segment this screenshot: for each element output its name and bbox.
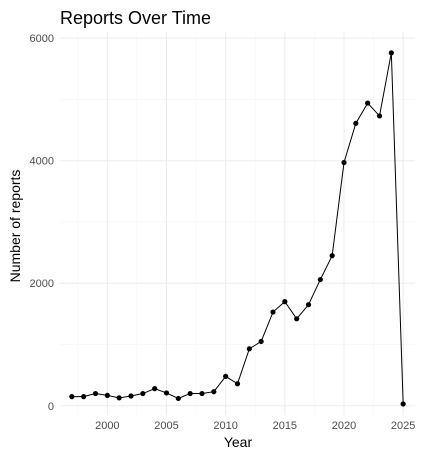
y-tick-label: 4000 xyxy=(30,156,54,168)
x-tick-label: 2015 xyxy=(273,420,297,432)
major-gridlines xyxy=(60,32,415,415)
data-point xyxy=(152,386,158,392)
data-point xyxy=(69,394,75,400)
y-tick-label: 2000 xyxy=(30,278,54,290)
data-point xyxy=(199,390,205,397)
tick-labels: 2000 2005 2010 2015 2020 2025 0 2000 4000 6000 xyxy=(30,33,416,432)
series-line xyxy=(71,52,404,404)
y-tick-label: 6000 xyxy=(30,33,54,45)
x-axis-title: Year xyxy=(224,434,253,450)
data-point xyxy=(223,373,229,379)
data-point xyxy=(116,395,122,401)
data-point xyxy=(175,395,181,402)
data-point xyxy=(140,390,146,397)
chart-title: Reports Over Time xyxy=(60,8,211,28)
data-point xyxy=(376,113,383,119)
data-point xyxy=(329,253,335,259)
data-point xyxy=(305,302,312,308)
x-tick-label: 2010 xyxy=(213,420,237,432)
data-point xyxy=(128,393,134,399)
data-point xyxy=(163,390,170,396)
x-tick-label: 2020 xyxy=(332,420,356,432)
series-layer xyxy=(69,50,406,407)
minor-gridlines xyxy=(60,32,415,415)
data-point xyxy=(400,401,406,407)
data-point xyxy=(258,338,264,345)
y-tick-label: 0 xyxy=(48,401,54,413)
x-tick-label: 2025 xyxy=(391,420,415,432)
data-point xyxy=(81,394,87,400)
data-point xyxy=(282,299,288,305)
data-point xyxy=(246,346,252,352)
data-point xyxy=(388,50,394,56)
x-tick-label: 2000 xyxy=(95,420,119,432)
data-point xyxy=(187,390,193,397)
data-point xyxy=(92,390,99,397)
y-axis-title: Number of reports xyxy=(7,170,23,283)
data-point xyxy=(317,276,323,283)
data-point xyxy=(353,120,359,126)
x-tick-label: 2005 xyxy=(154,420,178,432)
data-point xyxy=(211,389,217,395)
data-point xyxy=(270,309,276,315)
data-point xyxy=(365,100,371,106)
data-point xyxy=(234,381,241,387)
data-point xyxy=(294,316,300,322)
data-point xyxy=(341,159,347,166)
data-point xyxy=(104,392,110,398)
